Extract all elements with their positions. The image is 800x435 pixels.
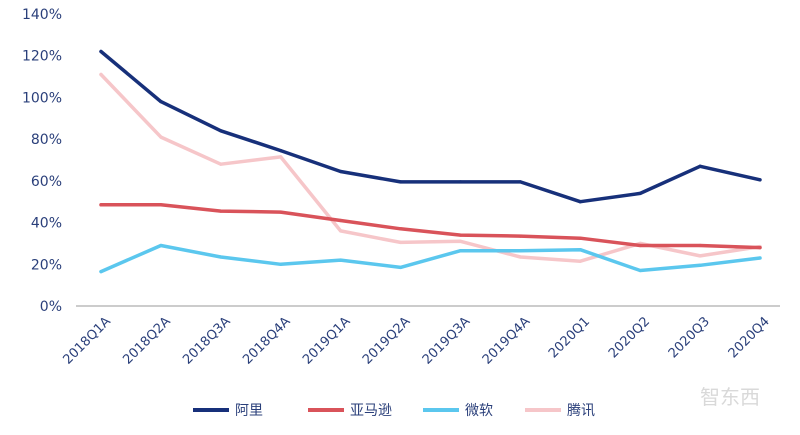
data-point (339, 169, 343, 174)
data-point (518, 249, 522, 253)
y-tick-label: 60% (31, 174, 62, 190)
data-point (339, 258, 343, 262)
data-point (279, 210, 283, 214)
data-point (398, 227, 403, 231)
data-point (99, 49, 103, 54)
data-point (159, 135, 163, 139)
data-point (279, 149, 283, 153)
y-axis-ticks: 0% 20% 40% 60% 80% 100% 120% 140% (22, 7, 62, 315)
data-point (458, 249, 463, 253)
data-point (159, 243, 163, 248)
legend-label: 腾讯 (567, 402, 595, 419)
y-tick-label: 120% (22, 49, 62, 65)
data-point (458, 180, 463, 184)
legend-item: 微软 (423, 403, 493, 419)
x-tick-label: 2018Q1A (60, 314, 113, 367)
data-point (458, 239, 463, 243)
data-point (698, 243, 702, 248)
data-point (339, 229, 343, 233)
data-point (698, 254, 702, 258)
legend-label: 微软 (465, 403, 493, 419)
data-point (698, 164, 702, 168)
x-tick-label: 2020Q1 (546, 314, 593, 361)
x-tick-label: 2019Q3A (420, 314, 473, 367)
series-2 (99, 243, 762, 274)
x-tick-label: 2018Q4A (240, 314, 293, 367)
data-point (159, 100, 163, 104)
data-point (638, 268, 642, 273)
data-point (578, 200, 582, 204)
data-point (758, 256, 762, 260)
y-tick-label: 20% (31, 257, 62, 273)
data-point (99, 203, 103, 207)
data-point (339, 218, 343, 223)
legend-label: 阿里 (235, 403, 263, 419)
x-tick-label: 2018Q2A (120, 314, 173, 367)
x-tick-label: 2019Q2A (360, 314, 413, 367)
x-tick-label: 2019Q4A (480, 314, 533, 367)
data-point (578, 248, 582, 252)
data-point (638, 191, 642, 195)
data-point (518, 255, 522, 259)
series-0 (99, 49, 762, 204)
x-tick-label: 2019Q1A (300, 314, 353, 367)
data-point (279, 262, 283, 266)
legend-item: 腾讯 (525, 402, 595, 419)
legend-item: 亚马逊 (308, 403, 392, 419)
data-point (398, 240, 403, 244)
x-axis-ticks: 2018Q1A 2018Q2A 2018Q3A 2018Q4A 2019Q1A 2019Q… (60, 314, 772, 367)
data-point (279, 155, 283, 159)
series-line (99, 203, 762, 250)
data-point (518, 180, 522, 184)
legend: 阿里 亚马逊 微软 腾讯 (193, 402, 595, 419)
data-point (219, 255, 223, 259)
y-tick-label: 0% (40, 299, 62, 315)
x-tick-label: 2018Q3A (180, 314, 233, 367)
data-point (398, 180, 403, 184)
data-point (758, 246, 762, 250)
series-1 (99, 203, 762, 250)
y-tick-label: 140% (22, 7, 62, 23)
x-tick-label: 2020Q4 (726, 314, 773, 361)
data-point (219, 209, 223, 213)
data-point (219, 162, 223, 166)
series-line (99, 243, 762, 274)
y-tick-label: 100% (22, 90, 62, 106)
data-point (578, 236, 582, 240)
data-point (458, 233, 463, 237)
data-point (219, 129, 223, 133)
y-tick-label: 40% (31, 216, 62, 232)
legend-label: 亚马逊 (350, 403, 392, 419)
data-point (578, 259, 582, 263)
series-3 (99, 72, 762, 263)
legend-item: 阿里 (193, 403, 263, 419)
y-tick-label: 80% (31, 132, 62, 148)
data-point (159, 203, 163, 207)
x-tick-label: 2020Q2 (606, 314, 653, 361)
data-point (398, 265, 403, 270)
data-point (638, 243, 642, 248)
x-tick-label: 2020Q3 (666, 314, 713, 361)
data-point (99, 269, 103, 274)
series-lines (99, 49, 762, 274)
data-point (758, 178, 762, 182)
data-point (518, 234, 522, 238)
watermark-text: 智东西 (700, 385, 760, 409)
data-point (99, 72, 103, 77)
series-line (99, 49, 762, 204)
data-point (698, 263, 702, 267)
